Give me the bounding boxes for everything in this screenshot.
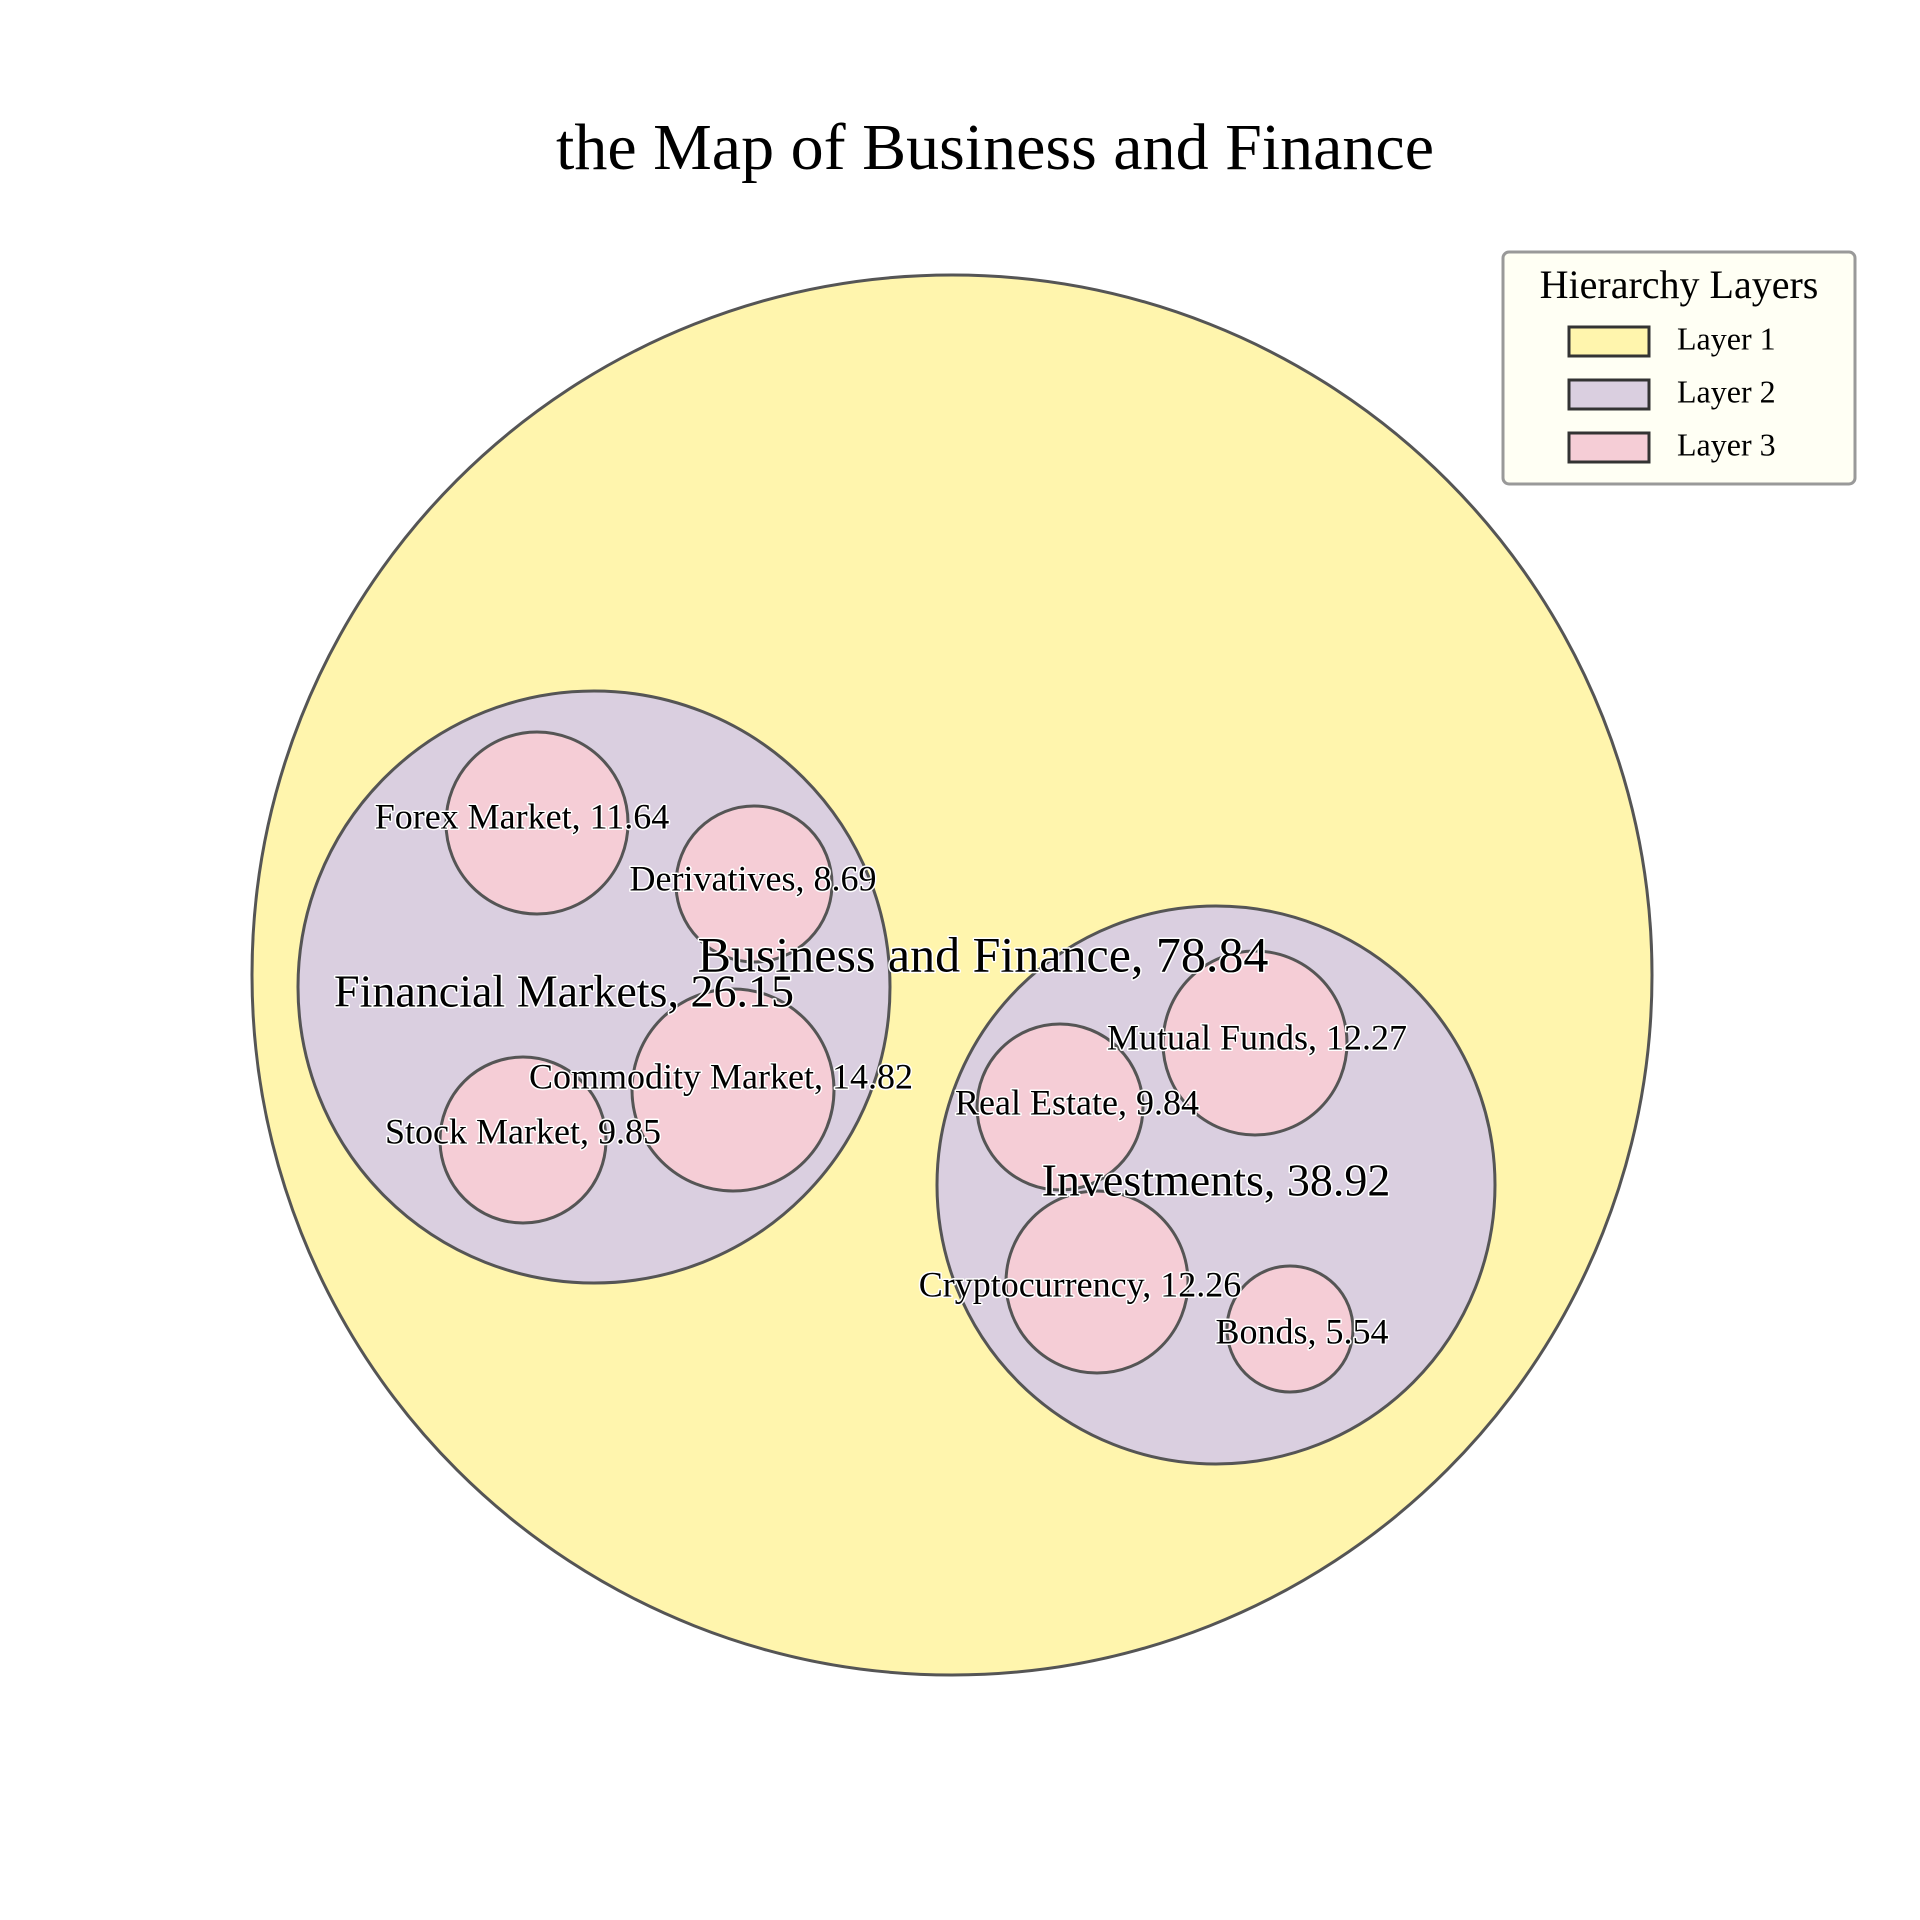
label-business-and-finance: Business and Finance, 78.84 bbox=[698, 926, 1269, 982]
label-stock-market: Stock Market, 9.85 bbox=[385, 1111, 661, 1151]
label-real-estate: Real Estate, 9.84 bbox=[955, 1082, 1199, 1122]
bubble-real-estate bbox=[975, 1022, 1145, 1192]
bubble-derivatives bbox=[674, 804, 834, 964]
label-commodity-market: Commodity Market, 14.82 bbox=[529, 1056, 913, 1096]
label-mutual-funds: Mutual Funds, 12.27 bbox=[1107, 1017, 1407, 1057]
circles-layer bbox=[250, 273, 1654, 1677]
label-bonds: Bonds, 5.54 bbox=[1215, 1311, 1388, 1351]
bubble-cryptocurrency bbox=[1004, 1189, 1190, 1375]
legend-swatch-layer-2 bbox=[1567, 378, 1651, 411]
bubble-forex-market bbox=[444, 730, 630, 916]
label-cryptocurrency: Cryptocurrency, 12.26 bbox=[919, 1264, 1242, 1304]
legend-swatch-layer-3 bbox=[1567, 431, 1651, 464]
bubble-bonds bbox=[1225, 1264, 1355, 1394]
legend-label-layer-1: Layer 1 bbox=[1677, 320, 1776, 356]
legend-label-layer-3: Layer 3 bbox=[1677, 426, 1776, 462]
label-derivatives: Derivatives, 8.69 bbox=[630, 858, 877, 898]
label-investments: Investments, 38.92 bbox=[1042, 1155, 1391, 1206]
legend-entries: Layer 1 Layer 2 Layer 3 bbox=[1567, 320, 1776, 464]
label-financial-markets: Financial Markets, 26.15 bbox=[334, 966, 794, 1017]
legend-title: Hierarchy Layers bbox=[1540, 262, 1819, 307]
legend-label-layer-2: Layer 2 bbox=[1677, 373, 1776, 409]
chart-title: the Map of Business and Finance bbox=[556, 111, 1434, 184]
label-forex-market: Forex Market, 11.64 bbox=[375, 796, 670, 836]
bubble-stock-market bbox=[438, 1055, 608, 1225]
legend-swatch-layer-1 bbox=[1567, 325, 1651, 358]
legend-frame bbox=[1501, 250, 1857, 486]
bubble-mutual-funds bbox=[1161, 949, 1349, 1137]
bubble-commodity-market bbox=[630, 987, 836, 1193]
legend: Hierarchy Layers Layer 1 Layer 2 Layer 3 bbox=[1501, 250, 1857, 486]
